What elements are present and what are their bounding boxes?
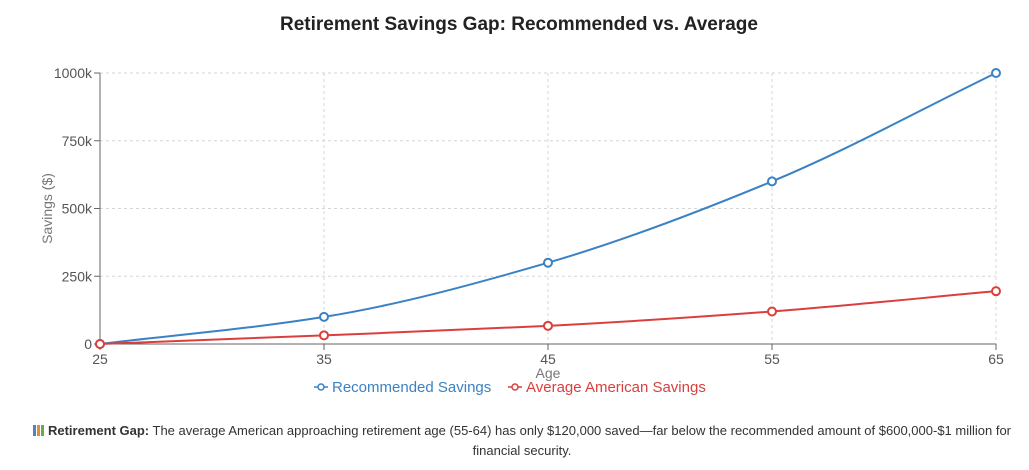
chart-title: Retirement Savings Gap: Recommended vs. … (280, 14, 758, 35)
y-tick-label: 1000k (54, 65, 93, 81)
legend-swatch-marker (317, 383, 325, 391)
y-tick-label: 500k (62, 201, 93, 217)
x-tick-label: 25 (92, 351, 108, 367)
note-label: Retirement Gap: (47, 423, 150, 438)
x-tick-label: 65 (988, 351, 1004, 367)
y-tick-label: 750k (62, 133, 93, 149)
x-tick-label: 55 (764, 351, 780, 367)
legend-swatch-marker (511, 383, 519, 391)
legend-item-average-american-savings[interactable]: Average American Savings (508, 379, 706, 396)
retirement-gap-note: Retirement Gap: The average American app… (22, 421, 1022, 461)
line-chart: 0 250k 500k 750k 1000k 25 35 45 55 65 Age Savings (… (39, 65, 1004, 396)
series-line-average-american-savings (99, 290, 997, 345)
legend-item-recommended-savings[interactable]: Recommended Savings (314, 379, 491, 396)
bar-chart-icon (32, 425, 44, 436)
data-point-recommended-savings (767, 176, 777, 187)
data-point-recommended-savings (319, 311, 329, 322)
legend[interactable]: Recommended Savings Average American Savi… (314, 379, 706, 396)
data-point-recommended-savings (543, 257, 553, 268)
y-tick-label: 250k (62, 268, 93, 284)
data-point-average-american-savings (767, 306, 777, 317)
x-axis-title: Age (536, 365, 561, 381)
grid (100, 72, 997, 344)
axes: 0 250k 500k 750k 1000k 25 35 45 55 65 Age Savings (… (39, 65, 1004, 381)
x-tick-label: 35 (316, 351, 332, 367)
y-tick-label: 0 (84, 336, 92, 352)
data-point-average-american-savings (991, 286, 1001, 297)
data-point-average-american-savings (319, 330, 329, 341)
y-axis-title: Savings ($) (39, 173, 55, 244)
data-point-recommended-savings (991, 68, 1001, 78)
legend-label: Recommended Savings (332, 379, 491, 396)
x-tick-label: 45 (540, 351, 556, 367)
note-text: The average American approaching retirem… (149, 423, 1012, 458)
data-point-average-american-savings (95, 339, 105, 349)
data-point-average-american-savings (543, 320, 553, 331)
series-group (95, 68, 1001, 349)
legend-label: Average American Savings (526, 379, 706, 396)
